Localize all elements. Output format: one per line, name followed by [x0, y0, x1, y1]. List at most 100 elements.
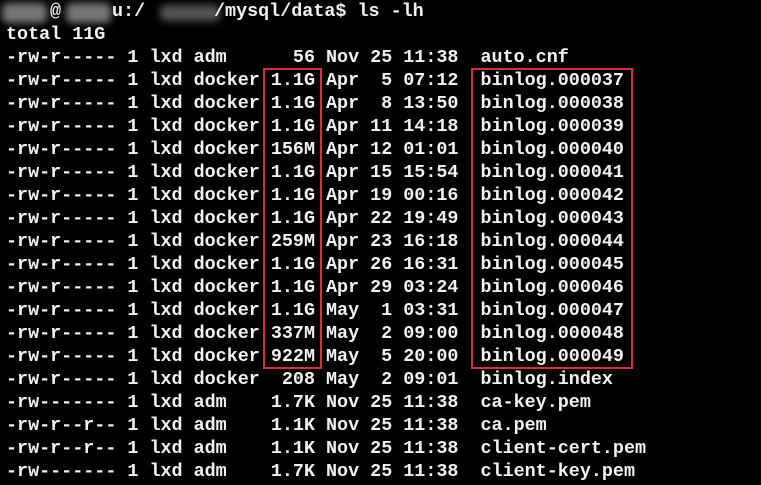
redacted-hostname	[66, 3, 111, 23]
file-day: 2	[381, 369, 393, 390]
file-owner: lxd	[149, 438, 183, 459]
file-list-row: -rw-r----- 1 lxd docker 1.1G Apr 29 03:24 binlog…	[6, 276, 624, 299]
file-day: 25	[370, 438, 393, 459]
file-perms: -rw-r-----	[6, 116, 117, 137]
file-group: docker	[193, 208, 260, 229]
file-time: 11:38	[403, 438, 459, 459]
file-group: adm	[193, 438, 227, 459]
file-month: Apr	[326, 70, 360, 91]
file-perms: -rw-r-----	[6, 185, 117, 206]
file-links: 1	[127, 300, 139, 321]
file-perms: -rw-r-----	[6, 208, 117, 229]
prompt-command-line: /mysql/data$ ls -lh	[214, 0, 424, 23]
file-time: 16:31	[403, 254, 459, 275]
file-group: docker	[193, 300, 260, 321]
file-day: 29	[370, 277, 393, 298]
file-time: 03:31	[403, 300, 459, 321]
file-perms: -rw-r-----	[6, 139, 117, 160]
file-list-row: -rw-r----- 1 lxd docker 1.1G Apr 11 14:18 binlog…	[6, 115, 624, 138]
file-name: binlog.index	[480, 369, 613, 390]
file-links: 1	[127, 93, 139, 114]
file-name: binlog.000048	[480, 323, 624, 344]
file-links: 1	[127, 208, 139, 229]
file-name: auto.cnf	[480, 47, 569, 68]
file-time: 19:49	[403, 208, 459, 229]
file-name: binlog.000046	[480, 277, 624, 298]
file-links: 1	[127, 185, 139, 206]
file-owner: lxd	[149, 415, 183, 436]
prompt-path: /mysql/data$	[214, 1, 347, 22]
file-perms: -rw-r--r--	[6, 438, 117, 459]
file-size: 1.7K	[270, 392, 315, 413]
file-month: Apr	[326, 93, 360, 114]
file-perms: -rw-------	[6, 392, 117, 413]
file-group: docker	[193, 231, 260, 252]
file-size: 1.1G	[270, 162, 315, 183]
file-size: 1.1K	[270, 438, 315, 459]
file-list-row: -rw-r----- 1 lxd docker 1.1G Apr 5 07:12 binlog.…	[6, 69, 624, 92]
file-group: adm	[193, 461, 227, 482]
file-links: 1	[127, 254, 139, 275]
file-day: 26	[370, 254, 393, 275]
file-size: 1.1G	[270, 300, 315, 321]
file-links: 1	[127, 392, 139, 413]
file-size: 208	[281, 369, 315, 390]
file-group: docker	[193, 323, 260, 344]
file-month: Nov	[326, 47, 360, 68]
file-group: adm	[193, 392, 227, 413]
file-name: binlog.000042	[480, 185, 624, 206]
file-name: binlog.000039	[480, 116, 624, 137]
file-time: 01:01	[403, 139, 459, 160]
file-time: 11:38	[403, 461, 459, 482]
file-list-row: -rw-r----- 1 lxd docker 922M May 5 20:00 binlog.…	[6, 345, 624, 368]
file-name: binlog.000038	[480, 93, 624, 114]
file-links: 1	[127, 415, 139, 436]
file-list-row: -rw-r----- 1 lxd docker 337M May 2 09:00 binlog.…	[6, 322, 624, 345]
file-name: binlog.000044	[480, 231, 624, 252]
file-name: ca-key.pem	[480, 392, 591, 413]
file-group: docker	[193, 162, 260, 183]
file-month: Apr	[326, 116, 360, 137]
file-owner: lxd	[149, 185, 183, 206]
file-perms: -rw-r-----	[6, 323, 117, 344]
file-time: 03:24	[403, 277, 459, 298]
file-owner: lxd	[149, 162, 183, 183]
file-time: 07:12	[403, 70, 459, 91]
prompt-at: @	[50, 1, 62, 22]
file-owner: lxd	[149, 139, 183, 160]
file-links: 1	[127, 231, 139, 252]
file-month: May	[326, 323, 360, 344]
file-day: 5	[381, 346, 393, 367]
file-owner: lxd	[149, 300, 183, 321]
file-perms: -rw-r-----	[6, 162, 117, 183]
file-list-row: -rw-r--r-- 1 lxd adm 1.1K Nov 25 11:38 ca.pem	[6, 414, 547, 437]
file-perms: -rw-r-----	[6, 277, 117, 298]
file-owner: lxd	[149, 323, 183, 344]
file-list-row: -rw-r--r-- 1 lxd adm 1.1K Nov 25 11:38 client-ce…	[6, 437, 646, 460]
file-owner: lxd	[149, 392, 183, 413]
file-owner: lxd	[149, 277, 183, 298]
file-size: 1.7K	[270, 461, 315, 482]
file-day: 25	[370, 47, 393, 68]
file-group: adm	[193, 415, 227, 436]
file-list-row: -rw-r----- 1 lxd docker 1.1G Apr 8 13:50 binlog.…	[6, 92, 624, 115]
file-size: 1.1G	[270, 254, 315, 275]
file-month: Nov	[326, 415, 360, 436]
file-owner: lxd	[149, 346, 183, 367]
file-day: 1	[381, 300, 393, 321]
file-name: binlog.000041	[480, 162, 624, 183]
file-list-row: -rw------- 1 lxd adm 1.7K Nov 25 11:38 ca-key.pe…	[6, 391, 591, 414]
prompt-host-suffix: u:/	[112, 1, 146, 22]
file-time: 13:50	[403, 93, 459, 114]
file-day: 19	[370, 185, 393, 206]
file-owner: lxd	[149, 461, 183, 482]
file-name: binlog.000045	[480, 254, 624, 275]
file-month: Apr	[326, 231, 360, 252]
file-time: 11:38	[403, 47, 459, 68]
file-links: 1	[127, 323, 139, 344]
file-group: docker	[193, 254, 260, 275]
file-day: 25	[370, 415, 393, 436]
file-list-row: -rw-r----- 1 lxd docker 1.1G Apr 19 00:16 binlog…	[6, 184, 624, 207]
file-name: client-cert.pem	[480, 438, 647, 459]
